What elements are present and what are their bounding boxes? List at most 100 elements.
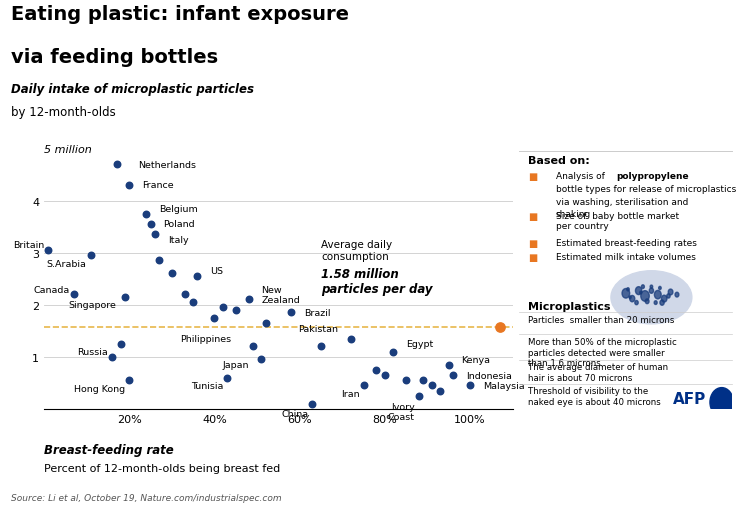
Text: Russia: Russia [77,347,108,357]
Circle shape [710,388,733,417]
Point [464,382,476,390]
Text: shaking: shaking [556,210,591,219]
Text: Hong Kong: Hong Kong [74,384,125,393]
Circle shape [667,294,670,298]
Text: Brazil: Brazil [304,309,330,317]
Text: Estimated milk intake volumes: Estimated milk intake volumes [556,252,696,262]
Circle shape [675,293,679,297]
Circle shape [668,289,673,295]
Point [434,387,446,395]
Text: polypropylene: polypropylene [616,172,689,181]
Ellipse shape [611,271,692,324]
Point [260,319,272,327]
Point [247,342,259,350]
Text: Pakistan: Pakistan [298,324,338,333]
Point [85,251,97,260]
Point [315,342,327,350]
Point [43,246,54,255]
Text: Canada: Canada [33,285,70,294]
Point [443,361,455,369]
Text: France: France [142,181,174,190]
Text: Average daily
consumption: Average daily consumption [321,240,392,261]
Point [413,392,425,400]
Point [387,348,399,356]
Text: Singapore: Singapore [68,300,116,310]
Text: China: China [281,409,308,418]
Text: ■: ■ [528,238,537,248]
Text: via washing, sterilisation and: via washing, sterilisation and [556,197,688,206]
Text: Breast-feeding rate: Breast-feeding rate [44,443,174,457]
Point [179,291,191,299]
Point [286,309,297,317]
Point [141,210,152,218]
Circle shape [635,287,642,295]
Circle shape [622,289,630,298]
Circle shape [645,299,649,304]
Text: Malaysia: Malaysia [483,381,525,390]
Text: Estimated breast-feeding rates: Estimated breast-feeding rates [556,238,696,247]
Text: Kenya: Kenya [461,355,490,364]
Point [68,291,80,299]
Text: Poland: Poland [163,220,195,229]
Text: Particles  smaller than 20 microns: Particles smaller than 20 microns [528,315,674,324]
Point [188,298,199,307]
Point [255,356,267,364]
Text: The average diameter of human
hair is about 70 microns: The average diameter of human hair is ab… [528,363,668,382]
Circle shape [627,288,629,291]
Text: Tunisia: Tunisia [191,381,223,390]
Text: Source: Li et al, October 19, Nature.com/industrialspec.com: Source: Li et al, October 19, Nature.com… [11,493,282,502]
Point [110,161,122,169]
Text: More than 50% of the microplastic
particles detected were smaller
than 1.6 micro: More than 50% of the microplastic partic… [528,337,676,367]
Text: Japan: Japan [222,361,249,369]
Circle shape [641,291,649,301]
Text: New
Zealand: New Zealand [261,285,300,305]
Text: Threshold of visibility to the
naked eye is about 40 microns: Threshold of visibility to the naked eye… [528,386,661,406]
Point [426,382,438,390]
Text: Belgium: Belgium [159,205,198,214]
Point [107,353,118,361]
Text: Percent of 12-month-olds being breast fed: Percent of 12-month-olds being breast fe… [44,464,280,473]
Circle shape [660,300,664,306]
Point [345,335,357,343]
Point [307,400,319,408]
Text: ■: ■ [528,172,537,182]
Circle shape [662,295,667,302]
Text: bottle types for release of microplastics: bottle types for release of microplastic… [556,184,736,193]
Text: Eating plastic: infant exposure: Eating plastic: infant exposure [11,5,349,24]
Text: Microplastics: Microplastics [528,301,610,312]
Point [153,257,165,265]
Point [119,293,131,301]
Point [124,376,135,384]
Text: AFP: AFP [673,391,706,407]
Text: US: US [210,267,223,276]
Circle shape [630,296,635,302]
Text: 1.58 million
particles per day: 1.58 million particles per day [321,268,433,295]
Text: Indonesia: Indonesia [466,371,512,380]
Text: Ivory
Coast: Ivory Coast [388,402,414,421]
Point [191,272,203,280]
Text: via feeding bottles: via feeding bottles [11,48,218,67]
Point [145,221,157,229]
Point [115,340,127,348]
Circle shape [641,285,645,289]
Text: Size of  baby bottle market
per country: Size of baby bottle market per country [556,212,679,231]
Text: Daily intake of microplastic particles: Daily intake of microplastic particles [11,83,254,96]
Point [230,306,241,314]
Point [400,376,412,384]
Point [447,371,459,379]
Circle shape [640,291,642,294]
Text: Netherlands: Netherlands [138,160,196,169]
Circle shape [635,301,638,305]
Text: Britain: Britain [13,241,44,250]
Text: Philippines: Philippines [180,334,232,343]
Text: ■: ■ [528,212,537,222]
Point [222,374,233,382]
Text: S.Arabia: S.Arabia [47,259,87,268]
Text: Analysis of: Analysis of [556,172,607,181]
Point [379,371,391,379]
Point [243,296,255,304]
Text: by 12-month-olds: by 12-month-olds [11,106,116,119]
Point [208,314,220,322]
Point [217,304,229,312]
Point [417,376,429,384]
